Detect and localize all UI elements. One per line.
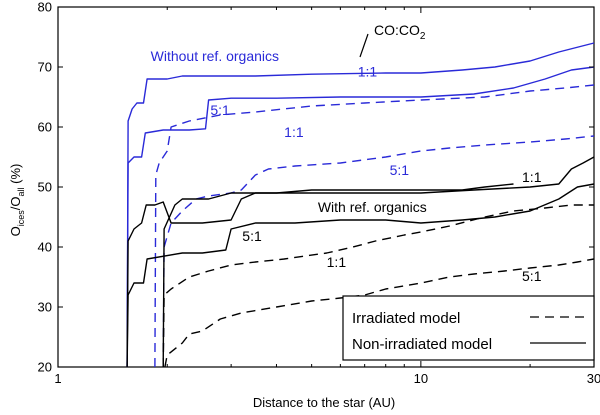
legend-label-irradiated: Irradiated model	[352, 310, 460, 327]
y-tick-label: 40	[38, 240, 52, 255]
annotation-3: 5:1	[210, 102, 230, 118]
annotation-layer: Without ref. organics 1:1 5:1 1:1 5:1 With re…	[151, 48, 542, 284]
legend-box	[342, 295, 595, 361]
coco2-label: CO:CO2	[374, 22, 426, 42]
annotation-8: 5:1	[242, 228, 262, 244]
y-tick-label: 50	[38, 180, 52, 195]
annotation-7: 1:1	[522, 169, 542, 185]
series-line-1	[126, 42, 595, 368]
y-tick-label: 80	[38, 0, 52, 15]
coco2-leader-line	[359, 33, 369, 58]
y-tick-label: 30	[38, 300, 52, 315]
series-line-2	[126, 66, 595, 368]
annotation-4: 1:1	[284, 124, 304, 140]
y-tick-label: 20	[38, 360, 52, 375]
x-tick-label: 1	[54, 371, 61, 386]
y-tick-label: 70	[38, 60, 52, 75]
series-line-5	[162, 183, 514, 368]
x-axis-label: Distance to the star (AU)	[253, 395, 395, 410]
series-line-7	[126, 183, 595, 368]
y-axis-label: Oices/Oall (%)	[8, 164, 26, 237]
annotation-10: 5:1	[522, 268, 542, 284]
annotation-2: 1:1	[358, 64, 378, 80]
series-line-8	[162, 204, 594, 368]
y-tick-label: 60	[38, 120, 52, 135]
annotation-1: Without ref. organics	[151, 48, 279, 64]
series-line-3	[154, 84, 595, 368]
series-line-4	[162, 135, 595, 368]
legend: Irradiated model Non-irradiated model	[342, 295, 595, 361]
legend-label-non-irradiated: Non-irradiated model	[352, 336, 492, 353]
x-tick-label: 10	[414, 371, 428, 386]
series-layer	[126, 42, 595, 368]
series-line-6	[126, 156, 595, 368]
annotation-6: With ref. organics	[318, 199, 427, 215]
x-tick-label: 30	[587, 371, 600, 386]
annotation-9: 1:1	[327, 254, 347, 270]
annotation-5: 5:1	[390, 162, 410, 178]
ticks-layer: 20 30 40 50 60 70 80 1 10 30	[38, 0, 600, 386]
